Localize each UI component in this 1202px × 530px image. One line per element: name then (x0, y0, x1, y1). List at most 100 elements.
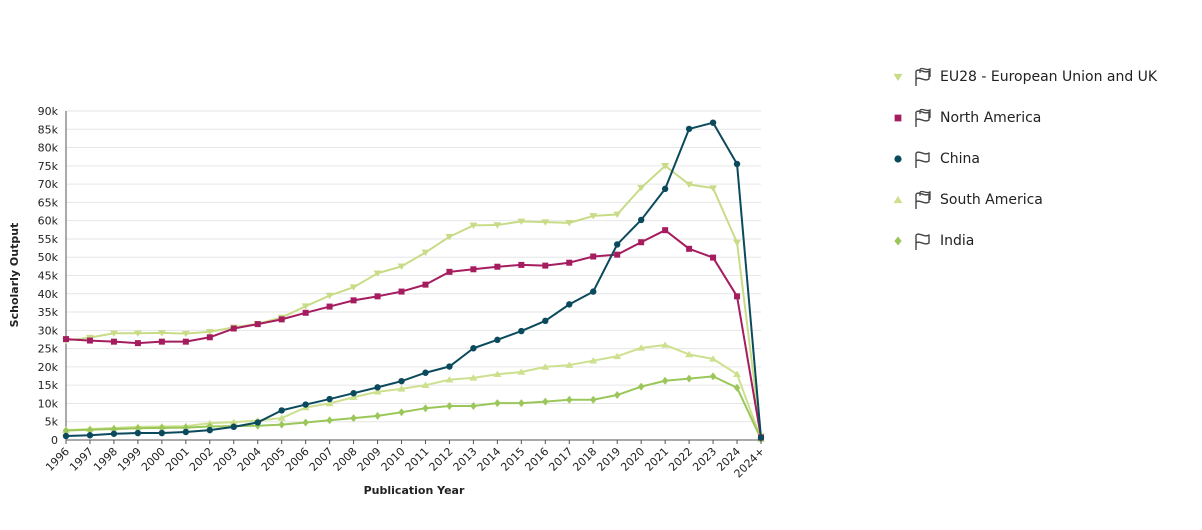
data-point (350, 390, 357, 397)
data-point (374, 384, 381, 391)
data-point (349, 393, 358, 401)
y-tick-label: 0 (51, 434, 58, 447)
x-tick-label: 2004 (235, 445, 264, 474)
data-point (422, 281, 429, 288)
x-tick-label: 1999 (115, 445, 144, 474)
data-point (517, 368, 526, 375)
y-tick-label: 85k (38, 123, 59, 136)
data-point (637, 184, 646, 192)
data-point (518, 399, 525, 408)
data-point (494, 336, 501, 344)
data-point (109, 330, 118, 337)
data-point (278, 316, 285, 323)
data-point (662, 227, 669, 234)
data-point (590, 288, 597, 295)
x-tick-label: 2014 (475, 445, 504, 474)
data-point (637, 344, 646, 351)
multi-flag-icon (912, 67, 936, 87)
data-point (469, 374, 478, 381)
y-tick-label: 55k (38, 233, 59, 246)
data-point (469, 222, 478, 230)
data-point (350, 414, 357, 423)
legend-item[interactable]: China (884, 138, 1194, 179)
legend-item[interactable]: North America (884, 97, 1194, 138)
data-point (421, 249, 430, 257)
x-tick-label: 2013 (451, 445, 480, 474)
y-tick-label: 80k (38, 142, 59, 155)
x-tick-label: 1998 (91, 445, 120, 474)
data-point (206, 426, 213, 434)
data-point (614, 241, 621, 248)
data-point (709, 185, 718, 192)
legend-marker-icon (884, 67, 912, 87)
data-point (110, 338, 117, 345)
grid-lines (66, 110, 761, 423)
data-point (709, 372, 717, 381)
data-point (302, 418, 309, 427)
data-point (733, 160, 741, 168)
data-point (446, 402, 453, 411)
data-point (254, 321, 261, 328)
y-tick-label: 60k (38, 215, 59, 228)
legend-item[interactable]: South America (884, 179, 1194, 220)
data-point (685, 350, 694, 358)
y-tick-label: 65k (38, 196, 59, 209)
data-point (110, 430, 118, 437)
y-tick-label: 5k (45, 416, 59, 429)
x-tick-label: 2009 (355, 445, 384, 474)
data-point (637, 216, 645, 224)
data-point (422, 404, 429, 413)
x-tick-label: 2003 (211, 445, 240, 474)
data-point (565, 361, 574, 368)
series-lines (62, 119, 765, 443)
flag-icon (912, 231, 936, 251)
data-point (302, 401, 309, 408)
data-point (205, 328, 214, 336)
data-point (325, 292, 334, 300)
series-line (65, 121, 762, 438)
data-point (685, 125, 693, 133)
data-point (733, 370, 742, 377)
data-point (254, 419, 261, 426)
data-point (661, 341, 670, 348)
data-point (518, 327, 525, 335)
series-line (65, 375, 762, 440)
data-point (613, 211, 622, 219)
data-point (158, 338, 165, 345)
data-point (158, 429, 166, 437)
data-point (278, 407, 285, 414)
legend-item[interactable]: India (884, 220, 1194, 261)
data-point (542, 317, 549, 325)
data-point (661, 163, 670, 170)
data-point (230, 423, 237, 431)
data-point (182, 428, 190, 436)
y-tick-label: 40k (38, 288, 59, 301)
chart-area: 0 5k 10k 15k 20k 25k 30k 35k 40k 45k 50k 55k 60k 65k 7… (8, 105, 767, 497)
data-point (301, 303, 310, 310)
data-point (133, 330, 142, 337)
data-point (637, 382, 645, 391)
data-point (86, 432, 94, 439)
data-point (494, 263, 501, 270)
data-point (229, 418, 238, 425)
y-tick-label: 35k (38, 306, 59, 319)
multi-flag-icon (912, 108, 936, 128)
data-point (541, 363, 550, 370)
data-point (278, 420, 285, 429)
series-line (65, 229, 762, 438)
data-point (541, 219, 550, 226)
data-point (470, 345, 477, 352)
y-tick-label: 90k (38, 105, 59, 118)
data-point (709, 119, 717, 126)
x-tick-label: 2012 (427, 445, 456, 474)
data-point (63, 336, 69, 343)
series-china (62, 119, 765, 442)
data-point (757, 434, 765, 442)
data-point (350, 297, 357, 304)
data-point (446, 363, 453, 370)
legend-item[interactable]: EU28 - European Union and UK (884, 56, 1194, 97)
legend-marker-shape (894, 114, 902, 121)
y-tick-label: 30k (38, 324, 59, 337)
legend-label: South America (940, 191, 1043, 208)
data-point (374, 293, 381, 300)
